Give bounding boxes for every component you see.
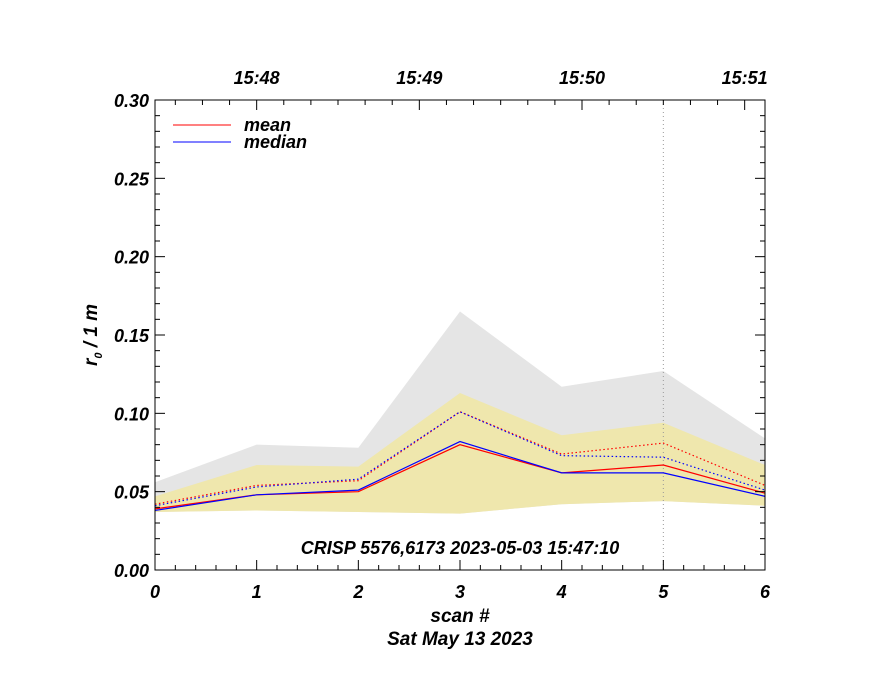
chart-series-lines (154, 411, 766, 512)
x-tick-label: 3 (455, 582, 465, 602)
svg-text:r0 / 1 m: r0 / 1 m (81, 304, 105, 366)
x-axis-label: scan # (430, 606, 490, 627)
y-tick-label: 0.25 (114, 169, 150, 189)
x-axis-date-label: Sat May 13 2023 (387, 629, 533, 650)
x-tick-label: 2 (352, 582, 363, 602)
x-tick-label: 1 (252, 582, 262, 602)
y-tick-label: 0.10 (114, 404, 149, 424)
y-tick-label: 0.15 (114, 326, 150, 346)
x-tick-label: 6 (760, 582, 771, 602)
top-tick-label: 15:49 (396, 68, 442, 88)
y-axis-label: r0 / 1 m (81, 304, 105, 366)
series-line-median (154, 440, 766, 512)
chart-annotation: CRISP 5576,6173 2023-05-03 15:47:10 (301, 538, 620, 558)
series-line-mean-dotted (154, 411, 766, 505)
y-axis-label-subscript: 0 (93, 352, 105, 359)
x-tick-label: 0 (150, 582, 160, 602)
top-tick-label: 15:48 (234, 68, 280, 88)
chart-bands (155, 311, 765, 514)
y-axis-label-unit: / 1 m (81, 304, 102, 353)
band-inner-range (155, 392, 765, 514)
top-tick-label: 15:50 (559, 68, 605, 88)
legend-mean-label: mean (244, 115, 291, 135)
y-axis-label-r: r (81, 357, 102, 366)
x-tick-label: 5 (658, 582, 669, 602)
legend-median-label: median (244, 132, 307, 152)
top-tick-label: 15:51 (722, 68, 768, 88)
chart-ticks (154, 99, 766, 571)
y-tick-label: 0.00 (114, 561, 149, 581)
y-tick-label: 0.20 (114, 248, 149, 268)
y-tick-label: 0.05 (114, 483, 150, 503)
y-tick-label: 0.30 (114, 91, 149, 111)
x-tick-label: 4 (556, 582, 567, 602)
legend: mean median (173, 115, 307, 152)
chart-tick-labels: 0.00 0.05 0.10 0.15 0.20 0.25 0.30 0 1 2 3 4 5 6 15:48… (114, 68, 771, 602)
